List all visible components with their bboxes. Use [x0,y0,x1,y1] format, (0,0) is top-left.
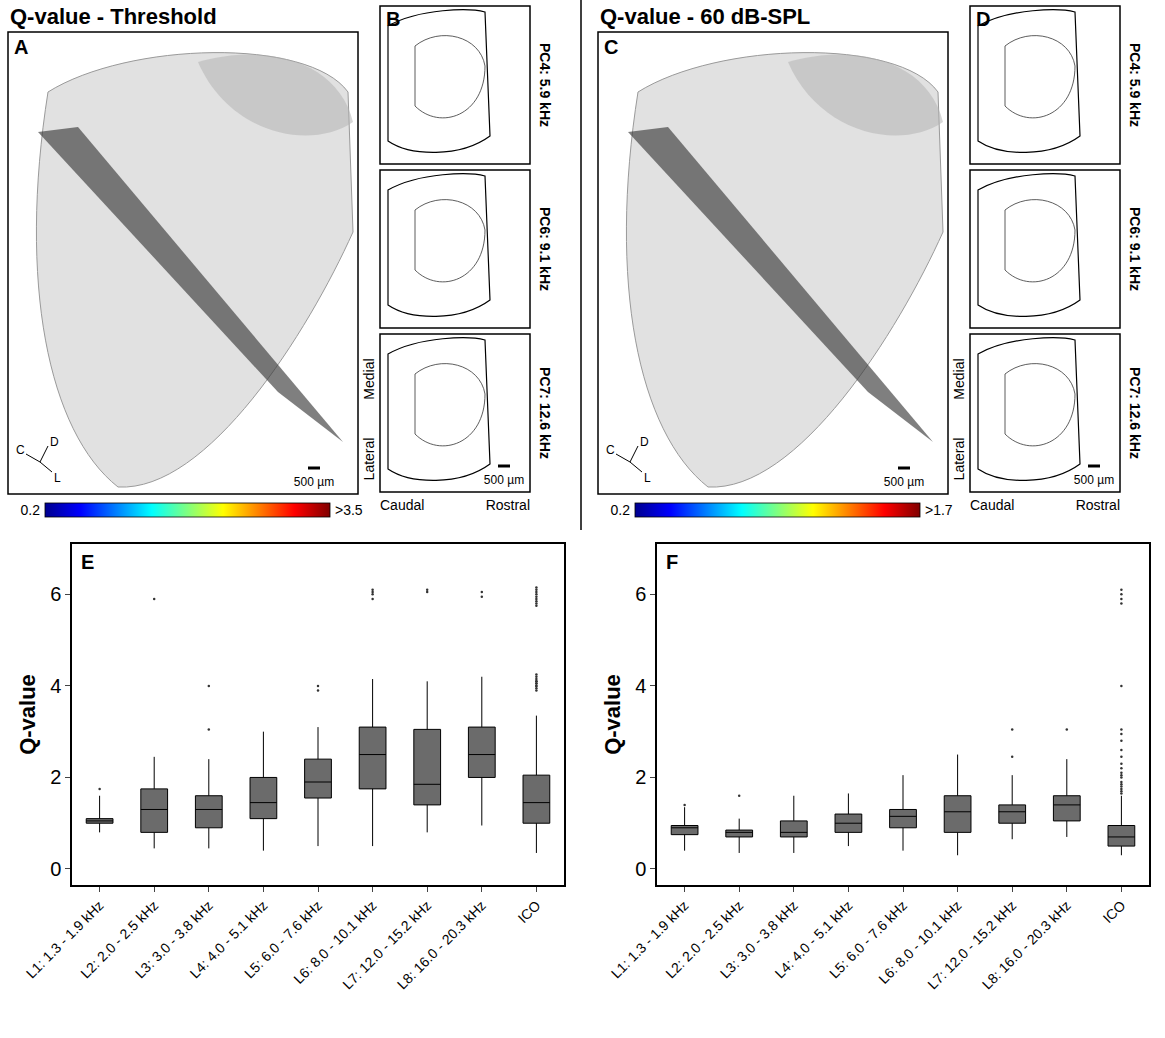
svg-text:A: A [14,36,28,58]
svg-text:L7: 12.0 - 15.2 kHz: L7: 12.0 - 15.2 kHz [339,897,434,992]
svg-text:4: 4 [50,675,61,697]
svg-text:Q-value - Threshold: Q-value - Threshold [10,4,217,29]
svg-text:L8: 16.0 - 20.3 kHz: L8: 16.0 - 20.3 kHz [979,897,1074,992]
svg-text:C: C [606,443,615,457]
svg-text:L2: 2.0 - 2.5 kHz: L2: 2.0 - 2.5 kHz [662,897,746,981]
svg-text:>3.5: >3.5 [335,502,363,518]
svg-text:0: 0 [635,858,646,880]
svg-text:Lateral: Lateral [951,438,967,481]
svg-text:Rostral: Rostral [486,497,530,513]
svg-text:PC4: 5.9 kHz: PC4: 5.9 kHz [1127,43,1143,127]
svg-text:2: 2 [635,766,646,788]
svg-text:L4: 4.0 - 5.1 kHz: L4: 4.0 - 5.1 kHz [772,897,856,981]
svg-text:C: C [604,36,618,58]
svg-text:Q-value: Q-value [600,674,625,755]
svg-text:0.2: 0.2 [611,502,631,518]
svg-text:L1: 1.3 - 1.9 kHz: L1: 1.3 - 1.9 kHz [608,897,692,981]
svg-text:L3: 3.0 - 3.8 kHz: L3: 3.0 - 3.8 kHz [132,897,216,981]
svg-text:L3: 3.0 - 3.8 kHz: L3: 3.0 - 3.8 kHz [717,897,801,981]
svg-text:PC4: 5.9 kHz: PC4: 5.9 kHz [537,43,553,127]
svg-text:500 µm: 500 µm [484,473,524,487]
svg-text:Lateral: Lateral [361,438,377,481]
svg-text:500 µm: 500 µm [884,475,924,489]
svg-text:L5: 6.0 - 7.6 kHz: L5: 6.0 - 7.6 kHz [241,897,325,981]
svg-text:6: 6 [50,583,61,605]
svg-text:Q-value: Q-value [15,674,40,755]
svg-text:6: 6 [635,583,646,605]
svg-text:L: L [644,471,651,485]
svg-text:L7: 12.0 - 15.2 kHz: L7: 12.0 - 15.2 kHz [924,897,1019,992]
svg-text:L8: 16.0 - 20.3 kHz: L8: 16.0 - 20.3 kHz [394,897,489,992]
svg-text:L5: 6.0 - 7.6 kHz: L5: 6.0 - 7.6 kHz [826,897,910,981]
svg-text:500 µm: 500 µm [1074,473,1114,487]
svg-text:L6: 8.0 - 10.1 kHz: L6: 8.0 - 10.1 kHz [290,897,379,986]
svg-text:Q-value - 60 dB-SPL: Q-value - 60 dB-SPL [600,4,810,29]
svg-text:B: B [386,8,400,30]
svg-text:PC6: 9.1 kHz: PC6: 9.1 kHz [1127,207,1143,291]
svg-text:PC6: 9.1 kHz: PC6: 9.1 kHz [537,207,553,291]
svg-text:F: F [666,551,678,573]
svg-text:ICO: ICO [515,897,544,926]
svg-text:2: 2 [50,766,61,788]
svg-text:D: D [640,435,649,449]
svg-text:L: L [54,471,61,485]
svg-text:>1.7: >1.7 [925,502,953,518]
svg-text:500 µm: 500 µm [294,475,334,489]
svg-text:0: 0 [50,858,61,880]
svg-text:Caudal: Caudal [970,497,1014,513]
svg-text:Medial: Medial [951,358,967,399]
svg-text:4: 4 [635,675,646,697]
svg-text:L2: 2.0 - 2.5 kHz: L2: 2.0 - 2.5 kHz [77,897,161,981]
svg-text:D: D [50,435,59,449]
svg-text:L6: 8.0 - 10.1 kHz: L6: 8.0 - 10.1 kHz [875,897,964,986]
svg-text:PC7: 12.6 kHz: PC7: 12.6 kHz [537,367,553,459]
svg-text:E: E [81,551,94,573]
svg-text:C: C [16,443,25,457]
svg-text:Caudal: Caudal [380,497,424,513]
svg-text:L1: 1.3 - 1.9 kHz: L1: 1.3 - 1.9 kHz [23,897,107,981]
svg-text:D: D [976,8,990,30]
svg-text:ICO: ICO [1100,897,1129,926]
svg-text:0.2: 0.2 [21,502,41,518]
svg-text:PC7: 12.6 kHz: PC7: 12.6 kHz [1127,367,1143,459]
svg-text:Medial: Medial [361,358,377,399]
svg-text:L4: 4.0 - 5.1 kHz: L4: 4.0 - 5.1 kHz [187,897,271,981]
svg-text:Rostral: Rostral [1076,497,1120,513]
